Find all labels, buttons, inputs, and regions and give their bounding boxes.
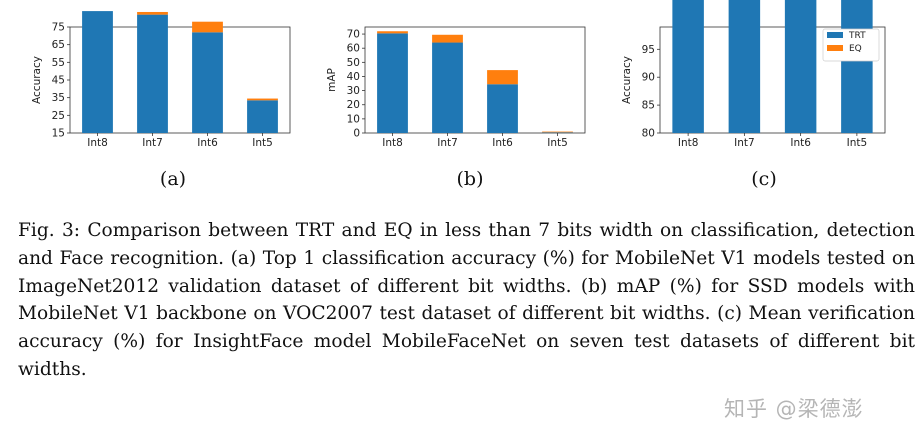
- x-tick-label: Int5: [252, 137, 273, 149]
- plot-frame: [659, 26, 886, 134]
- panel-label-a: (a): [159, 168, 187, 190]
- x-tick-label: Int8: [678, 137, 699, 149]
- y-tick-label: 10: [347, 113, 360, 125]
- bar-trt-int7: [728, 0, 761, 133]
- bar-trt-int6: [487, 84, 518, 133]
- y-tick-label: 80: [642, 128, 655, 140]
- x-tick-label: Int6: [197, 137, 218, 149]
- legend-swatch-eq: [827, 45, 843, 51]
- y-tick-label: 85: [642, 100, 655, 112]
- chart-a-top1-accuracy: 15 25 35 45 55 65 75 Accuracy Int8 Int7 Int6 Int5: [31, 11, 291, 149]
- bar-eq-int7: [137, 11, 168, 15]
- y-tick-label: 45: [52, 75, 65, 87]
- y-tick-label: 65: [52, 39, 65, 51]
- y-tick-label: 90: [642, 72, 655, 84]
- figure: 15 25 35 45 55 65 75 Accuracy Int8 Int7 Int6 Int5 0…: [0, 0, 921, 200]
- y-tick-label: 40: [347, 71, 360, 83]
- y-tick-label: 95: [642, 44, 655, 56]
- figure-caption: Fig. 3: Comparison between TRT and EQ in…: [18, 220, 915, 380]
- x-tick-label: Int8: [382, 137, 403, 149]
- bar-trt-int5: [841, 0, 873, 133]
- x-tick-label: Int7: [437, 137, 458, 149]
- legend-label-trt: TRT: [848, 31, 866, 41]
- y-tick-label: 0: [353, 128, 360, 140]
- bar-eq-int5: [542, 131, 573, 133]
- legend-swatch-trt: [827, 32, 843, 38]
- y-tick-label: 35: [52, 92, 65, 104]
- y-tick-label: 55: [52, 57, 65, 69]
- chart-b-map: 0 10 20 30 40 50 60 70 mAP Int8 Int7 Int6 Int5: [326, 26, 586, 149]
- x-tick-label: Int6: [790, 137, 811, 149]
- panel-label-c: (c): [751, 168, 777, 190]
- x-tick-label: Int8: [87, 137, 108, 149]
- x-tick-label: Int5: [547, 137, 568, 149]
- chart-c-face-accuracy: 80 85 90 95 Accuracy Int8 Int7 Int6 Int5 TRT EQ: [621, 0, 886, 149]
- bar-trt-int8: [82, 11, 113, 134]
- bar-eq-int6: [192, 21, 223, 33]
- bar-trt-int5: [542, 132, 573, 134]
- y-axis-label: Accuracy: [31, 56, 43, 104]
- legend-label-eq: EQ: [849, 44, 862, 54]
- bar-trt-int6: [784, 0, 817, 133]
- bar-trt-int5: [247, 100, 278, 133]
- bar-eq-int8: [377, 31, 408, 34]
- panel-label-b: (b): [456, 168, 484, 190]
- y-tick-label: 20: [347, 99, 360, 111]
- y-tick-label: 25: [52, 110, 65, 122]
- bar-eq-int7: [432, 34, 463, 43]
- bar-trt-int8: [672, 0, 704, 133]
- y-tick-label: 15: [52, 128, 65, 140]
- y-tick-label: 75: [52, 22, 65, 34]
- bar-trt-int7: [137, 14, 168, 134]
- bar-trt-int7: [432, 42, 463, 134]
- x-tick-label: Int7: [142, 137, 163, 149]
- y-tick-label: 30: [347, 85, 360, 97]
- x-tick-label: Int7: [734, 137, 755, 149]
- bar-trt-int6: [192, 32, 223, 133]
- y-axis-label: mAP: [326, 68, 338, 92]
- y-tick-label: 70: [347, 29, 360, 41]
- y-tick-label: 50: [347, 57, 360, 69]
- y-axis-label: Accuracy: [621, 56, 633, 104]
- bar-eq-int5: [247, 98, 278, 101]
- bar-eq-int6: [487, 70, 518, 85]
- plot-frame: [364, 26, 586, 134]
- watermark-text: 知乎 @梁德澎: [724, 397, 864, 421]
- x-tick-label: Int6: [492, 137, 513, 149]
- bar-trt-int8: [377, 33, 408, 133]
- y-tick-label: 60: [347, 43, 360, 55]
- x-tick-label: Int5: [847, 137, 868, 149]
